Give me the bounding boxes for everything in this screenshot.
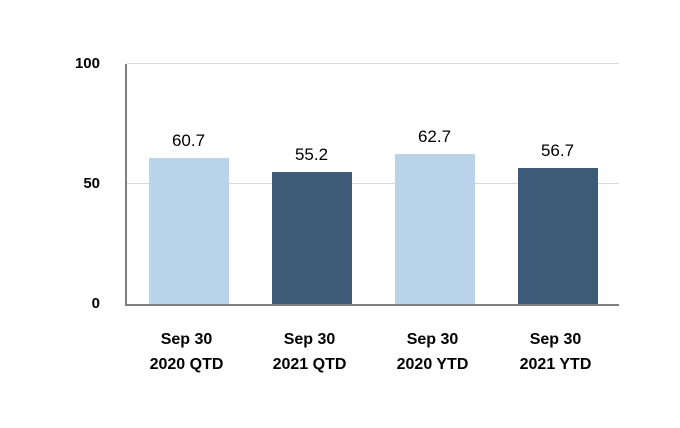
bar-value-label: 56.7 [540, 140, 575, 160]
bar [517, 167, 598, 304]
bar [148, 158, 229, 304]
x-axis-tick-label: Sep 30 2021 YTD [519, 331, 592, 373]
y-axis-tick-label: 100 [74, 55, 100, 72]
bar [394, 153, 475, 304]
y-axis-tick-label: 0 [91, 295, 100, 312]
bar-value-label: 55.2 [294, 144, 329, 164]
gridline [127, 63, 619, 64]
y-axis-labels: 0 50 100 [40, 0, 100, 428]
plot-area: 60.7 55.2 62.7 56.7 [125, 63, 619, 306]
bar [271, 171, 352, 304]
bar-value-label: 60.7 [171, 131, 206, 151]
x-axis-tick-label: Sep 30 2020 YTD [396, 331, 469, 373]
bar-value-label: 62.7 [417, 126, 452, 146]
gridline [127, 183, 619, 184]
y-axis-tick-label: 50 [83, 175, 100, 192]
x-axis-tick-label: Sep 30 2021 QTD [272, 331, 347, 373]
x-axis-labels: Sep 30 2020 QTD Sep 30 2021 QTD Sep 30 202… [125, 327, 617, 387]
x-axis-tick-label: Sep 30 2020 QTD [149, 331, 224, 373]
